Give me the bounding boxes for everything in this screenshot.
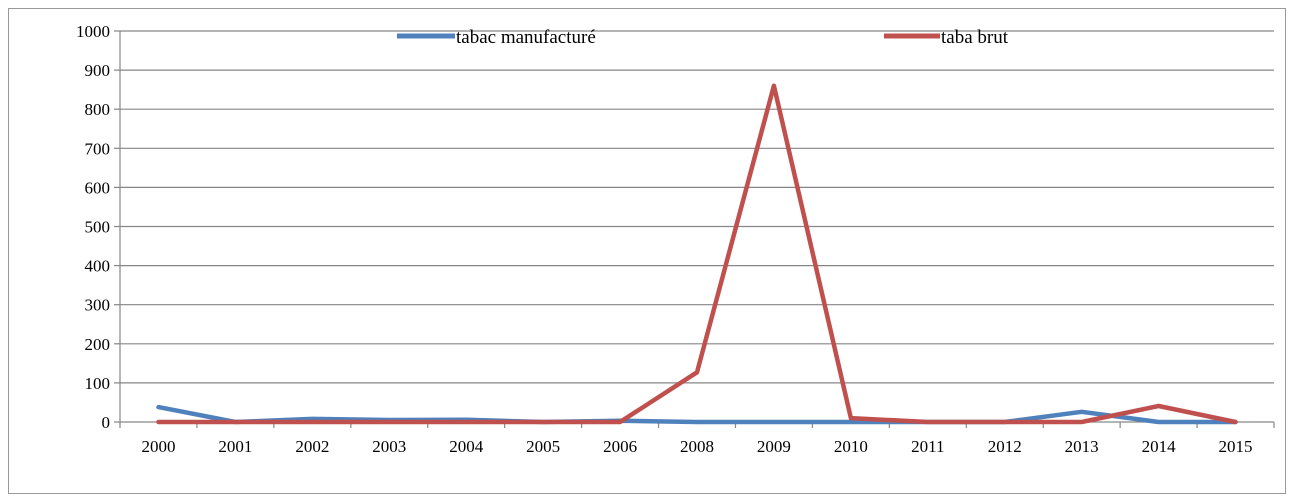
y-tick-label: 900	[85, 61, 111, 80]
x-tick-label: 2014	[1142, 437, 1177, 456]
x-tick-label: 2006	[603, 437, 637, 456]
legend-item-taba-brut: taba brut	[884, 27, 1009, 48]
y-tick-label: 800	[85, 100, 111, 119]
legend-label-taba-brut: taba brut	[941, 27, 1009, 48]
y-tick-labels: 0 100 200 300 400 500 600 700 800 900 1000	[76, 22, 110, 432]
x-tick-label: 2008	[680, 437, 714, 456]
x-tick-label: 2001	[218, 437, 252, 456]
y-tick-label: 0	[102, 413, 111, 432]
legend-item-tabac-manufacture: tabac manufacturé	[397, 27, 596, 48]
x-tick-label: 2003	[372, 437, 406, 456]
legend-label-tabac-manufacture: tabac manufacturé	[456, 27, 596, 48]
gridlines	[120, 30, 1274, 384]
x-tick-label: 2004	[449, 437, 484, 456]
legend: tabac manufacturé taba brut	[397, 27, 1009, 48]
axes	[114, 30, 1275, 428]
series-line-1	[156, 83, 1238, 425]
y-tick-label: 700	[85, 139, 111, 158]
x-tick-label: 2013	[1065, 437, 1099, 456]
y-tick-label: 200	[85, 335, 111, 354]
x-tick-label: 2002	[295, 437, 329, 456]
x-tick-label: 2015	[1219, 437, 1253, 456]
y-tick-label: 600	[85, 178, 111, 197]
y-tick-label: 100	[85, 374, 111, 393]
y-tick-label: 400	[85, 257, 111, 276]
x-tick-label: 2009	[757, 437, 791, 456]
y-tick-label: 1000	[76, 22, 110, 41]
x-tick-label: 2011	[911, 437, 944, 456]
series-lines	[156, 83, 1238, 425]
x-tick-label: 2005	[526, 437, 560, 456]
x-tick-label: 2000	[141, 437, 175, 456]
y-tick-label: 300	[85, 296, 111, 315]
x-tick-label: 2012	[988, 437, 1022, 456]
x-tick-label: 2010	[834, 437, 868, 456]
y-tick-label: 500	[85, 218, 111, 237]
x-tick-labels: 2000 2001 2002 2003 2004 2005 2006 2008 2009 2010…	[141, 437, 1252, 456]
